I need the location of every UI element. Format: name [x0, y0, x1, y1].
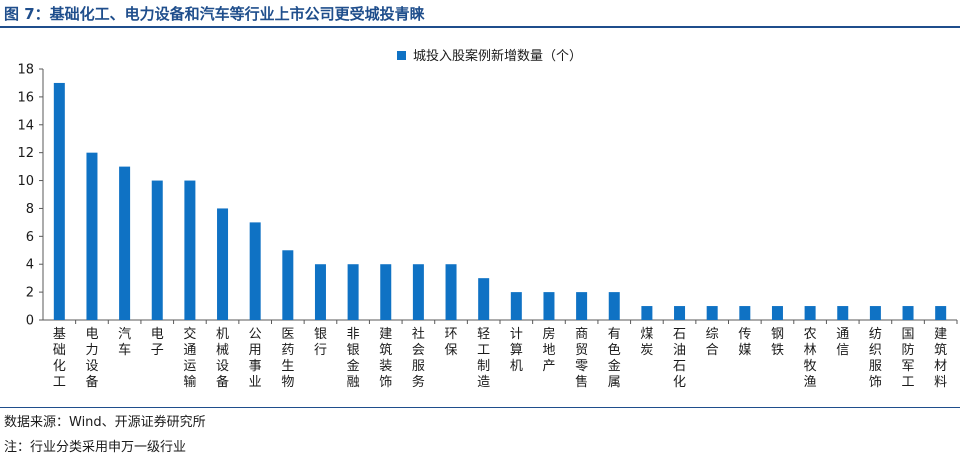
legend-label: 城投入股案例新增数量（个） [413, 48, 582, 64]
x-tick-label: 钢铁 [771, 327, 784, 358]
x-tick-label: 通信 [836, 327, 849, 358]
x-tick-label: 农林牧渔 [804, 327, 817, 390]
bar [608, 292, 620, 320]
bar [641, 306, 653, 320]
x-tick-label: 电力设备 [85, 327, 98, 390]
y-tick-label: 12 [17, 146, 34, 161]
x-tick-label: 银行 [314, 327, 327, 358]
footer-divider [0, 407, 960, 408]
bar [935, 306, 947, 320]
bar [674, 306, 686, 320]
bar [510, 292, 522, 320]
bar [217, 208, 229, 320]
x-tick-label: 电子 [151, 327, 164, 358]
x-tick-label: 传媒 [738, 327, 751, 358]
y-tick-label: 2 [26, 286, 34, 301]
classification-note: 注：行业分类采用申万一级行业 [4, 440, 187, 455]
bar [478, 278, 490, 320]
x-tick-label: 基础化工 [53, 327, 66, 390]
bar [902, 306, 914, 320]
bar [119, 166, 131, 320]
legend-swatch [397, 51, 406, 60]
x-tick-label: 房地产 [542, 326, 555, 374]
y-tick-label: 4 [26, 258, 34, 273]
title-divider [0, 26, 960, 28]
bar [869, 306, 881, 320]
x-tick-label: 社会服务 [412, 326, 425, 390]
bar [314, 264, 326, 320]
x-tick-label: 环保 [445, 327, 458, 358]
bar [249, 222, 261, 320]
bar [151, 180, 163, 320]
x-tick-label: 煤炭 [640, 327, 653, 358]
bar [184, 180, 196, 320]
x-tick-label: 非银金融 [347, 327, 360, 390]
x-tick-label: 轻工制造 [477, 327, 490, 390]
bar [837, 306, 849, 320]
x-tick-label: 综合 [706, 327, 719, 358]
x-tick-label: 计算机 [510, 327, 523, 374]
bar [543, 292, 555, 320]
figure-title: 图 7：基础化工、电力设备和汽车等行业上市公司更受城投青睐 [4, 5, 425, 23]
y-tick-label: 0 [26, 314, 34, 329]
x-tick-label: 机械设备 [216, 327, 229, 390]
y-tick-label: 14 [17, 118, 34, 133]
source-note: 数据来源：Wind、开源证券研究所 [4, 415, 206, 430]
x-tick-label: 建筑装饰 [379, 327, 392, 390]
x-tick-label: 公用事业 [249, 327, 262, 390]
y-tick-label: 6 [26, 230, 34, 245]
y-tick-label: 18 [17, 63, 34, 78]
bar [771, 306, 783, 320]
bar [804, 306, 816, 320]
bar [347, 264, 359, 320]
bar [412, 264, 424, 320]
bar [706, 306, 718, 320]
x-tick-label: 国防军工 [902, 327, 915, 390]
bar [576, 292, 588, 320]
x-tick-label: 医药生物 [281, 327, 294, 390]
bar [53, 82, 65, 320]
x-tick-label: 交通运输 [183, 326, 196, 390]
bar [380, 264, 392, 320]
x-tick-label: 建筑材料 [934, 327, 947, 390]
x-tick-label: 纺织服饰 [869, 327, 882, 390]
bar [445, 264, 457, 320]
bar [282, 250, 294, 320]
y-tick-label: 16 [17, 90, 34, 105]
x-tick-label: 有色金属 [608, 327, 621, 390]
y-tick-label: 10 [17, 174, 34, 189]
x-tick-label: 商贸零售 [575, 327, 588, 390]
y-tick-label: 8 [26, 202, 34, 217]
bar [86, 152, 98, 320]
x-tick-label: 石油石化 [673, 327, 686, 390]
bar [739, 306, 751, 320]
x-tick-label: 汽车 [118, 327, 131, 358]
